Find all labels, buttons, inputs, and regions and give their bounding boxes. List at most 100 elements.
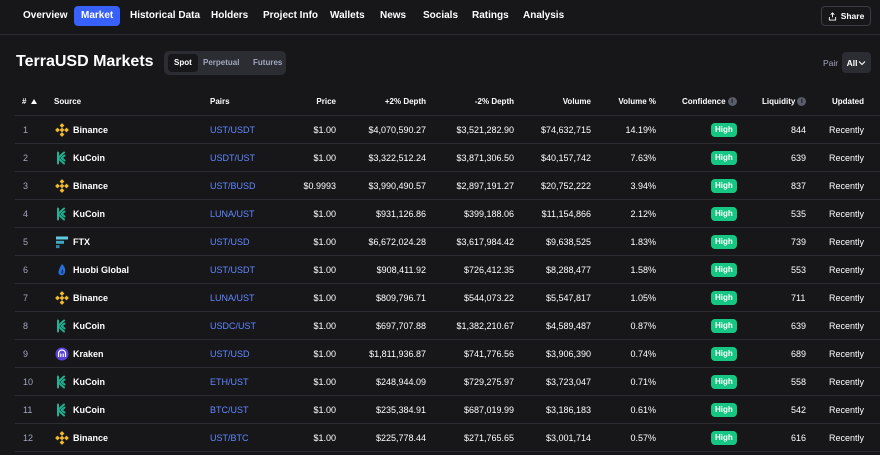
row-volume: $74,632,715 <box>540 125 591 135</box>
table-row[interactable]: 12 Binance UST/BTC $1.00 $225,778.44 $271,765… <box>15 424 880 452</box>
row-depth-plus: $225,778.44 <box>375 433 426 443</box>
row-source[interactable]: KuCoin <box>73 321 105 331</box>
column-depth-plus[interactable]: +2% Depth <box>384 97 426 106</box>
row-depth-minus: $726,412.35 <box>463 265 514 275</box>
row-pair-link[interactable]: UST/BUSD <box>210 181 256 191</box>
row-source[interactable]: Binance <box>73 181 109 191</box>
tab-wallets[interactable]: Wallets <box>330 10 365 21</box>
info-icon[interactable]: i <box>797 97 807 107</box>
row-source[interactable]: KuCoin <box>73 377 105 387</box>
row-source[interactable]: KuCoin <box>73 405 105 415</box>
confidence-badge: High <box>711 179 737 193</box>
row-rank: 7 <box>23 293 29 303</box>
column-rank[interactable]: # <box>22 93 37 115</box>
row-volume-pct: 0.71% <box>630 377 656 387</box>
row-volume-pct: 1.05% <box>630 293 656 303</box>
row-depth-minus: $687,019.99 <box>463 405 514 415</box>
table-row[interactable]: 2 KuCoin USDT/UST $1.00 $3,322,512.24 $3,871,… <box>15 144 880 172</box>
row-liquidity: 616 <box>791 433 807 443</box>
column-source[interactable]: Source <box>54 97 82 106</box>
table-row[interactable]: 1 Binance UST/USDT $1.00 $4,070,590.27 $3,521… <box>15 116 880 144</box>
row-liquidity: 711 <box>791 293 806 303</box>
row-source[interactable]: Binance <box>73 433 109 443</box>
confidence-badge: High <box>711 123 737 137</box>
row-volume-pct: 3.94% <box>630 181 656 191</box>
row-volume: $4,589,487 <box>545 321 591 331</box>
row-pair-link[interactable]: BTC/UST <box>210 405 249 415</box>
row-pair-link[interactable]: LUNA/UST <box>210 293 255 303</box>
sort-ascending-icon <box>30 99 37 104</box>
row-volume: $11,154,866 <box>541 209 591 219</box>
ftx-logo-icon <box>55 235 69 249</box>
confidence-badge: High <box>711 375 737 389</box>
tab-ratings[interactable]: Ratings <box>472 10 509 21</box>
row-pair-link[interactable]: UST/USDT <box>210 265 255 275</box>
huobi-logo-icon <box>55 263 69 277</box>
market-type-perpetual[interactable]: Perpetual <box>203 58 240 67</box>
tab-news[interactable]: News <box>380 10 407 21</box>
row-pair-link[interactable]: USDC/UST <box>210 321 257 331</box>
column-pairs[interactable]: Pairs <box>210 97 230 106</box>
market-type-futures[interactable]: Futures <box>253 58 283 67</box>
column-updated[interactable]: Updated <box>832 97 864 106</box>
page-title: TerraUSD Markets <box>16 53 154 70</box>
row-source[interactable]: Kraken <box>73 349 104 359</box>
table-row[interactable]: 3 Binance UST/BUSD $0.9993 $3,990,490.57 $2,8… <box>15 172 880 200</box>
column-confidence[interactable]: Confidence i <box>682 93 737 115</box>
row-pair-link[interactable]: UST/USD <box>210 237 250 247</box>
tab-project-info[interactable]: Project Info <box>263 10 319 21</box>
row-liquidity: 639 <box>791 153 807 163</box>
row-depth-plus: $809,796.71 <box>375 293 426 303</box>
row-volume-pct: 1.83% <box>630 237 656 247</box>
table-row[interactable]: 8 KuCoin USDC/UST $1.00 $697,707.88 $1,382,21… <box>15 312 880 340</box>
tab-analysis[interactable]: Analysis <box>523 10 565 21</box>
column-liquidity[interactable]: Liquidity i <box>762 93 807 115</box>
tab-historical-data[interactable]: Historical Data <box>130 10 201 21</box>
row-source[interactable]: Huobi Global <box>73 265 129 275</box>
table-row[interactable]: 6 Huobi Global UST/USDT $1.00 $908,411.92 $72… <box>15 256 880 284</box>
row-volume: $3,186,183 <box>545 405 591 415</box>
table-row[interactable]: 11 KuCoin BTC/UST $1.00 $235,384.91 $687,019.… <box>15 396 880 424</box>
row-source[interactable]: KuCoin <box>73 209 105 219</box>
row-pair-link[interactable]: UST/USD <box>210 349 250 359</box>
row-pair-link[interactable]: ETH/UST <box>210 377 249 387</box>
pair-filter-select[interactable]: All <box>842 52 871 73</box>
row-liquidity: 837 <box>791 181 807 191</box>
column-volume-pct[interactable]: Volume % <box>618 97 656 106</box>
row-source[interactable]: Binance <box>73 125 109 135</box>
tab-socials[interactable]: Socials <box>423 10 459 21</box>
row-price: $1.00 <box>313 321 336 331</box>
kraken-logo-icon <box>55 347 69 361</box>
column-price[interactable]: Price <box>316 97 336 106</box>
row-liquidity: 542 <box>791 405 807 415</box>
row-volume-pct: 14.19% <box>625 125 656 135</box>
row-source[interactable]: FTX <box>73 237 90 247</box>
row-depth-plus: $4,070,590.27 <box>368 125 426 135</box>
row-depth-plus: $908,411.92 <box>376 265 426 275</box>
row-pair-link[interactable]: UST/BTC <box>210 433 249 443</box>
tab-overview[interactable]: Overview <box>23 10 68 21</box>
confidence-badge: High <box>711 431 737 445</box>
table-row[interactable]: 9 Kraken UST/USD $1.00 $1,811,936.87 $741,776… <box>15 340 880 368</box>
info-icon[interactable]: i <box>727 97 737 107</box>
row-volume: $5,547,817 <box>545 293 591 303</box>
column-liquidity-label: Liquidity <box>762 97 796 106</box>
binance-logo-icon <box>55 291 69 305</box>
share-button[interactable]: Share <box>821 6 871 26</box>
table-row[interactable]: 10 KuCoin ETH/UST $1.00 $248,944.09 $729,275.… <box>15 368 880 396</box>
table-row[interactable]: 4 KuCoin LUNA/UST $1.00 $931,126.86 $399,188.… <box>15 200 880 228</box>
column-volume[interactable]: Volume <box>562 97 591 106</box>
market-type-spot[interactable]: Spot <box>168 54 198 72</box>
tab-holders[interactable]: Holders <box>211 10 249 21</box>
table-row[interactable]: 7 Binance LUNA/UST $1.00 $809,796.71 $544,073… <box>15 284 880 312</box>
row-liquidity: 553 <box>791 265 807 275</box>
row-pair-link[interactable]: LUNA/UST <box>210 209 255 219</box>
row-source[interactable]: Binance <box>73 293 109 303</box>
row-source[interactable]: KuCoin <box>73 153 105 163</box>
table-row[interactable]: 5 FTX UST/USD $1.00 $6,672,024.28 $3,617,984.… <box>15 228 880 256</box>
pair-filter-value: All <box>846 57 858 68</box>
row-pair-link[interactable]: UST/USDT <box>210 125 255 135</box>
column-depth-minus[interactable]: -2% Depth <box>474 97 514 106</box>
tab-market[interactable]: Market <box>74 6 121 26</box>
row-pair-link[interactable]: USDT/UST <box>210 153 255 163</box>
